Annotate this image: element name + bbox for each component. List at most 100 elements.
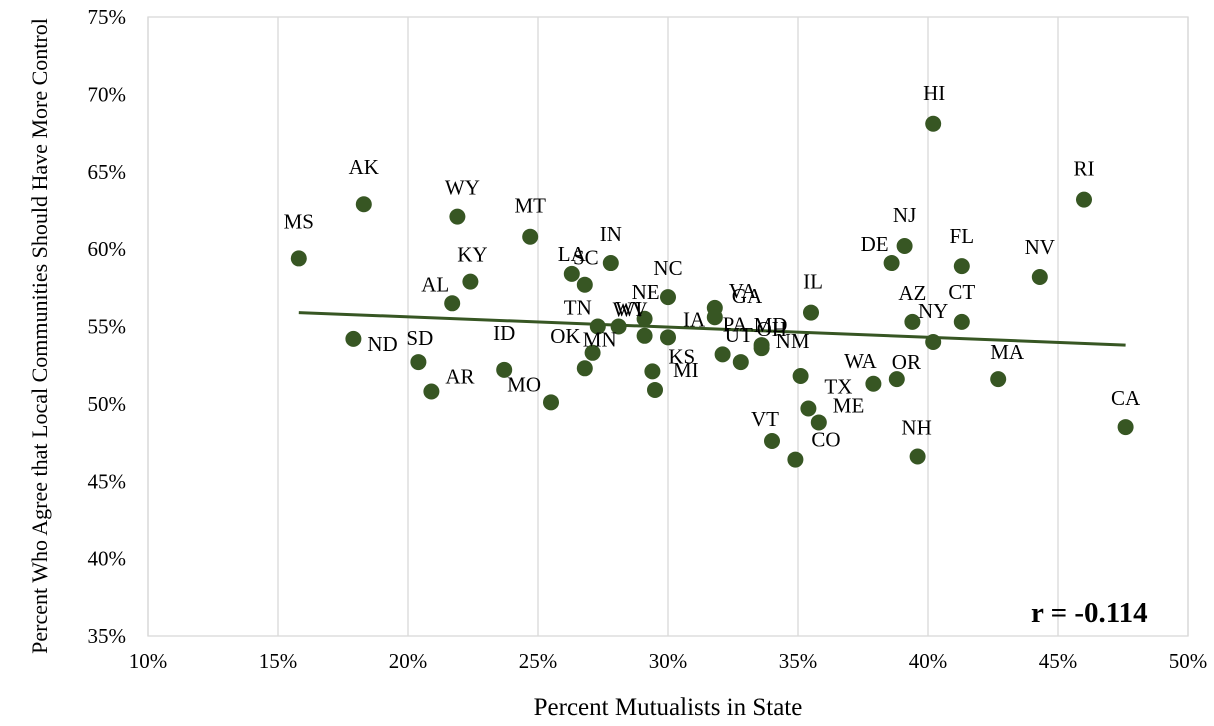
data-point [355,196,372,213]
data-point [589,318,606,335]
data-point [522,228,539,245]
data-label: TN [564,296,592,320]
data-label: ID [493,321,515,345]
data-label: OH [757,317,787,341]
data-point [810,414,827,431]
data-point [883,255,900,272]
data-point [1076,191,1092,208]
data-point [888,371,905,388]
data-point [990,371,1007,388]
data-point [345,330,362,347]
data-point [953,258,970,275]
data-point [462,273,479,290]
data-label: ME [833,393,865,417]
data-point [576,360,593,377]
data-label: VT [751,407,779,431]
data-point [904,313,921,330]
plot-area-border [147,16,1189,637]
x-tick-label: 15% [259,649,298,673]
data-label: NY [918,299,948,323]
data-point [896,238,913,255]
data-label: NC [653,256,682,280]
data-point [576,276,593,293]
data-point [865,375,882,392]
data-point [290,250,307,267]
x-tick-label: 40% [909,649,948,673]
data-point [423,383,440,400]
data-label: MS [284,209,314,233]
x-tick-label: 35% [779,649,818,673]
data-label: NJ [893,203,916,227]
data-label: HI [923,81,945,105]
data-point [1031,268,1048,285]
data-label: IA [683,307,706,331]
y-tick-label: 65% [88,160,127,184]
data-label: MO [507,372,541,396]
data-label: IN [600,222,622,246]
data-label: NV [1025,235,1055,259]
data-label: DE [861,232,889,256]
data-label: OK [550,324,580,348]
data-label: CO [811,428,840,452]
data-label: NH [901,415,931,439]
data-label: SC [573,246,599,270]
data-label: MT [514,194,546,218]
y-axis-title: Percent Who Agree that Local Communities… [27,18,52,654]
data-label: WA [844,349,877,373]
data-point [909,448,926,465]
data-label: NE [632,280,660,304]
y-tick-label: 50% [88,392,127,416]
data-label: MN [583,327,617,351]
data-label: AR [445,364,474,388]
data-label: ND [367,332,397,356]
data-label: KS [668,344,695,368]
data-label: AL [421,272,449,296]
data-point [925,115,942,132]
data-point [636,310,653,327]
data-point [660,289,676,306]
y-tick-label: 60% [88,237,127,261]
data-point [925,333,942,350]
data-label: CT [948,280,975,304]
data-point [636,327,653,344]
data-point [610,318,627,335]
data-point [602,255,619,272]
data-label: SD [406,326,433,350]
data-point [449,208,466,225]
x-tick-label: 20% [389,649,428,673]
data-point [660,329,676,346]
data-point [753,340,770,357]
x-tick-label: 25% [519,649,558,673]
data-point [543,394,559,411]
data-label: RI [1074,157,1095,181]
data-point [953,313,970,330]
data-label: KY [457,243,487,267]
data-point [706,309,723,326]
data-point [787,451,804,468]
y-tick-label: 75% [88,5,127,29]
data-point [496,361,513,378]
data-label: WY [445,176,480,200]
data-point [563,265,580,282]
y-tick-label: 70% [88,82,127,106]
data-point [644,363,661,380]
data-label: AK [349,155,379,179]
trendline [298,311,1126,347]
x-axis-title: Percent Mutualists in State [533,694,803,721]
data-point [444,295,461,312]
data-point [584,344,601,361]
data-point [803,304,819,321]
data-label: AZ [898,281,926,305]
x-tick-label: 45% [1039,649,1078,673]
data-label: FL [950,224,975,248]
data-label: GA [732,284,763,308]
data-label: PA [723,312,749,336]
data-label: MI [673,358,699,382]
data-label: LA [558,242,587,266]
y-axis-title-area: Percent Who Agree that Local Communities… [0,18,80,654]
correlation-annotation: r = -0.114 [1031,597,1148,629]
data-label: NM [776,329,810,353]
data-label: MA [990,340,1025,364]
x-tick-label: 50% [1169,649,1208,673]
y-tick-label: 40% [88,547,127,571]
